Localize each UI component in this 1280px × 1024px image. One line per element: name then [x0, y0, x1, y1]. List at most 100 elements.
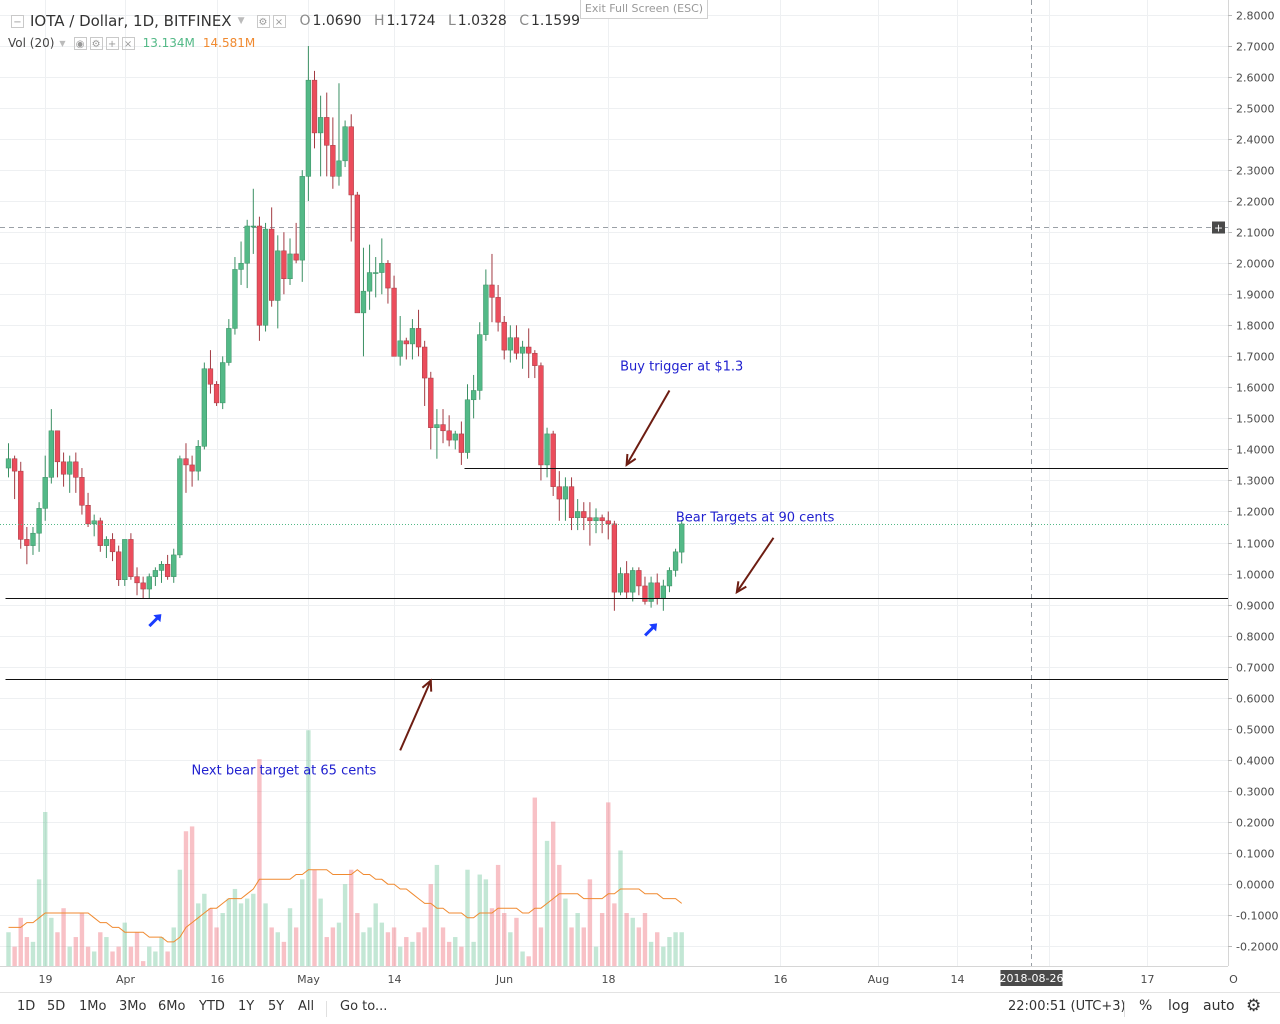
volume-label[interactable]: Vol (20)	[8, 36, 55, 50]
candle-body	[617, 573, 624, 593]
symbol-title[interactable]: IOTA / Dollar, 1D, BITFINEX	[30, 12, 232, 30]
annotation-arrow-shaft	[399, 680, 432, 751]
volume-bar	[257, 759, 262, 966]
volume-bar	[24, 937, 30, 966]
range-5d-button[interactable]: 5D	[47, 999, 66, 1014]
gear-icon[interactable]: ⚙	[1246, 996, 1262, 1016]
volume-bar	[495, 864, 501, 966]
candle-body	[507, 337, 513, 351]
chevron-down-icon[interactable]: ▼	[59, 38, 66, 48]
ohlc-open-label: O	[299, 13, 311, 29]
volume-bar	[532, 797, 538, 966]
exit-fullscreen-button[interactable]: Exit Full Screen (ESC)	[580, 0, 708, 19]
range-all-button[interactable]: All	[298, 999, 315, 1014]
volume-bar	[336, 922, 342, 966]
volume-bar	[238, 903, 244, 966]
volume-bar	[667, 937, 672, 966]
volume-bar	[367, 927, 372, 966]
chevron-down-icon[interactable]: ▼	[237, 16, 245, 26]
volume-bar	[134, 932, 140, 966]
volume-bar	[226, 898, 232, 966]
candle-body	[128, 539, 134, 577]
price-tick-label: 2.1000	[1236, 227, 1275, 240]
volume-value: 13.134M	[142, 36, 195, 50]
candle-body	[495, 297, 501, 323]
volume-bar	[140, 961, 146, 966]
candle-body	[660, 585, 666, 599]
settings-small-icon[interactable]: ⚙	[89, 36, 103, 50]
bottom-toolbar: 1D 5D 1Mo 3Mo 6Mo YTD 1Y 5Y All Go to...…	[0, 992, 1280, 1024]
divider	[1124, 1001, 1125, 1017]
price-tick-label: 1.8000	[1236, 320, 1275, 333]
log-scale-toggle[interactable]: log	[1168, 998, 1190, 1014]
auto-scale-toggle[interactable]: auto	[1203, 998, 1235, 1014]
chart-grid	[0, 0, 1234, 966]
volume-bar	[61, 908, 66, 966]
range-6mo-button[interactable]: 6Mo	[158, 999, 186, 1014]
candle-body	[526, 346, 532, 354]
candle-body	[642, 585, 648, 602]
price-axis[interactable]: 2.8000 2.7000 2.6000 2.5000 2.4000 2.3000 2.20…	[1228, 0, 1280, 992]
price-tick-label: 2.4000	[1236, 134, 1275, 147]
price-tick-label: 1.6000	[1236, 382, 1275, 395]
candle-body	[348, 126, 354, 196]
candle-body	[18, 470, 24, 540]
crosshair-time-label: 2018-08-26	[1000, 972, 1064, 985]
price-tick-label: 1.0000	[1236, 569, 1275, 582]
candle-body	[311, 79, 318, 134]
volume-bar	[422, 927, 427, 966]
candle-body	[513, 337, 520, 354]
crosshair-time-label-box	[1000, 970, 1063, 986]
volume-bar	[428, 884, 433, 966]
range-5y-button[interactable]: 5Y	[268, 999, 285, 1014]
volume-bar	[373, 903, 378, 966]
candle-body	[379, 262, 385, 273]
ohlc-open: 1.0690	[312, 13, 362, 29]
candle-body	[262, 228, 269, 326]
volume-bar	[618, 850, 623, 966]
price-tick-label: 2.6000	[1236, 72, 1275, 85]
price-tick-label: 1.3000	[1236, 475, 1275, 488]
percent-scale-toggle[interactable]: %	[1139, 998, 1153, 1014]
candle-body	[287, 253, 293, 280]
range-1mo-button[interactable]: 1Mo	[79, 999, 107, 1014]
range-3mo-button[interactable]: 3Mo	[119, 999, 147, 1014]
volume-bar	[477, 874, 482, 966]
candle-body	[575, 511, 581, 518]
volume-bar	[453, 937, 458, 966]
chart-canvas[interactable]: +2.11671.33891.15990.92260.6599 Buy trig…	[0, 0, 1280, 992]
add-icon[interactable]: +	[105, 36, 119, 50]
volume-bar	[49, 917, 54, 966]
price-tick-label: 0.5000	[1236, 724, 1275, 737]
ohlc-close-label: C	[519, 13, 530, 29]
clock-timezone[interactable]: 22:00:51 (UTC+3)	[1008, 999, 1126, 1014]
candle-body	[458, 433, 465, 453]
eye-icon[interactable]: ◉	[73, 36, 87, 50]
candle-body	[91, 520, 97, 525]
bottom-arrow-june	[644, 623, 658, 637]
candle-body	[54, 430, 61, 463]
candle-body	[373, 272, 379, 274]
candle-body	[403, 340, 409, 345]
marker-arrow-head	[153, 614, 162, 623]
price-tick-label: 1.7000	[1236, 351, 1275, 364]
range-ytd-button[interactable]: YTD	[199, 999, 225, 1014]
range-1y-button[interactable]: 1Y	[238, 999, 255, 1014]
close-icon[interactable]: ×	[272, 14, 286, 28]
close-icon[interactable]: ×	[121, 36, 135, 50]
range-1d-button[interactable]: 1D	[17, 999, 36, 1014]
volume-bar	[263, 903, 268, 966]
settings-small-icon[interactable]: ⚙	[256, 14, 270, 28]
volume-bar	[6, 932, 11, 966]
annotation-arrow-head	[625, 453, 637, 467]
volume-bar	[98, 932, 103, 966]
candle-body	[109, 539, 116, 553]
volume-bar	[410, 941, 415, 966]
goto-date-button[interactable]: Go to...	[340, 999, 388, 1014]
collapse-icon[interactable]: −	[11, 14, 24, 28]
candle-body	[385, 262, 391, 289]
time-axis[interactable]: 19Apr16May14Jun1816Aug14ep17O2018-08-26	[0, 966, 1238, 987]
candle-body	[171, 554, 177, 577]
volume-bar	[232, 888, 238, 966]
candle-body	[360, 290, 367, 314]
